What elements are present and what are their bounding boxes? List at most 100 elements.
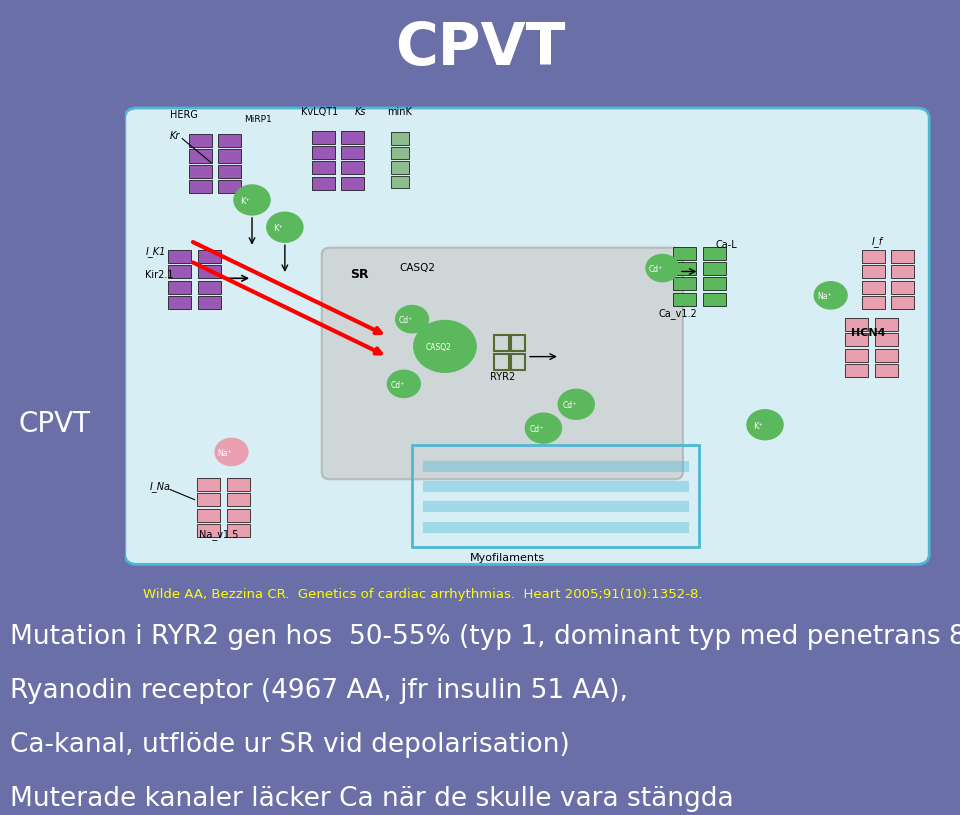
Text: HCN4: HCN4 — [852, 328, 886, 338]
Bar — [197, 478, 220, 491]
Bar — [197, 524, 220, 537]
Bar — [494, 335, 509, 351]
Circle shape — [525, 413, 562, 443]
Bar — [511, 335, 525, 351]
Bar — [862, 265, 885, 278]
Bar — [875, 349, 898, 362]
Circle shape — [388, 370, 420, 398]
Text: Cd⁺: Cd⁺ — [530, 425, 544, 434]
Bar — [673, 246, 696, 259]
Bar — [892, 296, 915, 309]
Bar — [391, 176, 409, 188]
Text: Kr: Kr — [170, 130, 180, 141]
Text: Ryanodin receptor (4967 AA, jfr insulin 51 AA),: Ryanodin receptor (4967 AA, jfr insulin … — [10, 678, 628, 704]
Bar — [168, 296, 191, 309]
Bar — [189, 180, 212, 193]
Bar — [198, 296, 221, 309]
Text: Myofilaments: Myofilaments — [469, 553, 544, 563]
Bar — [862, 250, 885, 263]
Bar — [342, 177, 365, 190]
Bar — [846, 318, 869, 331]
Bar — [198, 265, 221, 278]
Text: I_Na: I_Na — [150, 482, 171, 492]
Bar — [673, 262, 696, 275]
Bar — [673, 293, 696, 306]
Text: K⁺: K⁺ — [274, 224, 283, 233]
Bar — [391, 147, 409, 159]
Text: Ca-L: Ca-L — [716, 240, 737, 249]
Bar — [312, 161, 335, 174]
Bar — [846, 349, 869, 362]
Text: I_K1: I_K1 — [145, 246, 166, 258]
Text: Na⁺: Na⁺ — [218, 449, 232, 458]
Text: minK: minK — [388, 107, 413, 117]
Bar — [197, 509, 220, 522]
Bar — [227, 478, 250, 491]
Bar — [197, 493, 220, 506]
Text: I_f: I_f — [872, 236, 883, 247]
Bar — [227, 493, 250, 506]
Bar — [168, 265, 191, 278]
Bar — [703, 262, 726, 275]
Text: CPVT: CPVT — [19, 410, 90, 438]
Text: Na⁺: Na⁺ — [817, 293, 831, 302]
Bar — [875, 333, 898, 346]
Bar — [198, 250, 221, 263]
Bar — [168, 250, 191, 263]
Bar — [312, 146, 335, 159]
Circle shape — [558, 390, 594, 419]
Circle shape — [414, 320, 476, 372]
Bar — [875, 318, 898, 331]
Text: Cd⁺: Cd⁺ — [398, 316, 413, 325]
Text: Muterade kanaler läcker Ca när de skulle vara stängda: Muterade kanaler läcker Ca när de skulle… — [10, 786, 733, 812]
Text: Cd⁺: Cd⁺ — [649, 265, 663, 274]
Bar — [703, 277, 726, 290]
Text: Ca_v1.2: Ca_v1.2 — [659, 308, 697, 319]
Text: Na_v1.5: Na_v1.5 — [199, 529, 238, 540]
Circle shape — [234, 185, 270, 215]
Bar — [892, 250, 915, 263]
Bar — [703, 246, 726, 259]
Bar — [218, 180, 241, 193]
Text: CPVT: CPVT — [395, 20, 565, 77]
Text: Kir2.1: Kir2.1 — [145, 271, 174, 280]
Bar — [703, 293, 726, 306]
Bar — [312, 177, 335, 190]
Bar — [342, 130, 365, 143]
Bar — [875, 364, 898, 377]
Text: Mutation i RYR2 gen hos  50-55% (typ 1, dominant typ med penetrans 80%).: Mutation i RYR2 gen hos 50-55% (typ 1, d… — [10, 624, 960, 650]
Circle shape — [747, 410, 783, 440]
Bar — [412, 445, 699, 548]
Bar — [189, 134, 212, 148]
Text: Ks: Ks — [354, 107, 366, 117]
Bar — [227, 524, 250, 537]
Bar — [391, 161, 409, 174]
Text: CASQ2: CASQ2 — [425, 343, 451, 352]
Bar — [494, 354, 509, 370]
Bar — [846, 364, 869, 377]
Text: SR: SR — [350, 268, 370, 281]
Bar — [391, 132, 409, 144]
FancyBboxPatch shape — [125, 108, 929, 564]
Text: K⁺: K⁺ — [240, 197, 251, 206]
Circle shape — [215, 438, 248, 465]
Bar — [168, 280, 191, 293]
Text: Wilde AA, Bezzina CR.  Genetics of cardiac arrhythmias.  Heart 2005;91(10):1352-: Wilde AA, Bezzina CR. Genetics of cardia… — [143, 588, 702, 601]
Text: CASQ2: CASQ2 — [399, 263, 436, 274]
Circle shape — [646, 254, 679, 282]
Bar — [342, 161, 365, 174]
Text: KvLQT1: KvLQT1 — [301, 107, 339, 117]
Bar — [227, 509, 250, 522]
Bar — [892, 265, 915, 278]
Bar — [218, 149, 241, 162]
Text: Ca-kanal, utflöde ur SR vid depolarisation): Ca-kanal, utflöde ur SR vid depolarisati… — [10, 732, 569, 758]
Text: HERG: HERG — [170, 110, 198, 121]
Bar — [862, 296, 885, 309]
Bar — [189, 165, 212, 178]
Bar — [862, 280, 885, 293]
Bar — [673, 277, 696, 290]
Bar — [198, 280, 221, 293]
Circle shape — [267, 212, 303, 242]
Bar — [342, 146, 365, 159]
Circle shape — [396, 306, 428, 333]
